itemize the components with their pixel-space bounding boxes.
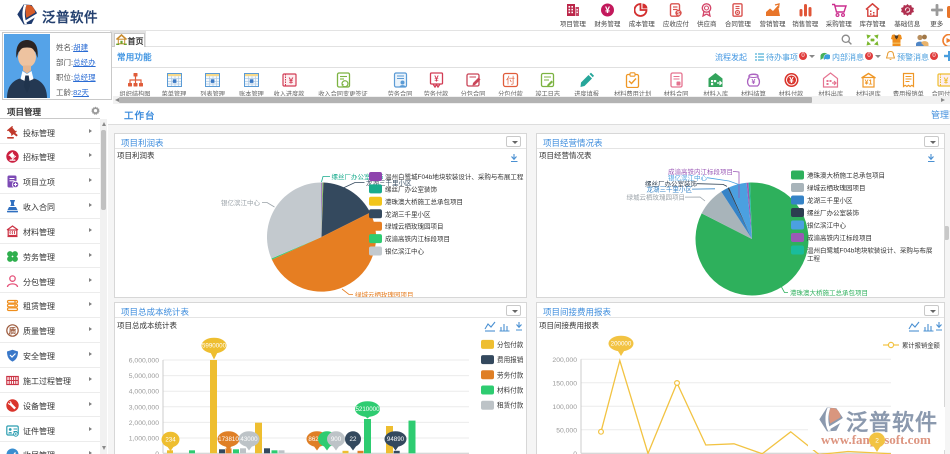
svg-text:龙湖三千里小区: 龙湖三千里小区 — [366, 178, 412, 187]
svg-text:22: 22 — [350, 436, 357, 443]
svg-text:0: 0 — [573, 451, 577, 454]
svg-text:94890: 94890 — [387, 436, 405, 443]
svg-text:银亿滨江中心: 银亿滨江中心 — [385, 247, 425, 256]
svg-text:项目间接费用报表: 项目间接费用报表 — [539, 320, 599, 330]
svg-text:¥: ¥ — [943, 75, 948, 85]
svg-text:分包付款: 分包付款 — [497, 340, 524, 349]
svg-text:港珠澳大桥施工总承包项目: 港珠澳大桥施工总承包项目 — [807, 171, 885, 180]
svg-text:234: 234 — [165, 437, 176, 444]
svg-text:项目利润表: 项目利润表 — [117, 150, 155, 160]
svg-text:累计报销金额: 累计报销金额 — [902, 341, 940, 350]
svg-text:成渝高铁内江标段项目: 成渝高铁内江标段项目 — [385, 234, 450, 243]
svg-text:温州白鹭城F04b地块软装设计、采购与布展: 温州白鹭城F04b地块软装设计、采购与布展 — [807, 246, 933, 255]
svg-text:劳务付款: 劳务付款 — [497, 370, 524, 379]
svg-text:绿城云栖玫瑰园项目: 绿城云栖玫瑰园项目 — [385, 222, 444, 231]
svg-text:绿城云栖玫瑰园项目: 绿城云栖玫瑰园项目 — [355, 290, 414, 297]
svg-text:¥: ¥ — [789, 76, 794, 85]
svg-text:龙湖三千里小区: 龙湖三千里小区 — [807, 196, 853, 205]
svg-text:费用报销: 费用报销 — [497, 355, 524, 364]
svg-text:¥: ¥ — [751, 79, 755, 86]
svg-text:港珠澳大桥施工总承包项目: 港珠澳大桥施工总承包项目 — [385, 197, 463, 206]
svg-text:缧丝厂办公室装饰: 缧丝厂办公室装饰 — [385, 184, 438, 193]
svg-text:港珠澳大桥施工总承包项目: 港珠澳大桥施工总承包项目 — [790, 288, 868, 297]
svg-text:150,000: 150,000 — [552, 380, 577, 387]
svg-text:质: 质 — [9, 325, 17, 335]
svg-text:龙湖三千里小区: 龙湖三千里小区 — [385, 209, 431, 218]
svg-text:工程: 工程 — [807, 254, 821, 263]
svg-text:3,000,000: 3,000,000 — [129, 404, 159, 411]
svg-text:温州白鹭城F04b地块软装设计、采购与布展工程: 温州白鹭城F04b地块软装设计、采购与布展工程 — [385, 172, 524, 181]
svg-text:¥: ¥ — [434, 74, 439, 83]
svg-text:200,000: 200,000 — [552, 357, 577, 364]
svg-text:龙湖三千里小区: 龙湖三千里小区 — [647, 185, 693, 194]
svg-text:173810: 173810 — [218, 436, 239, 443]
svg-text:成渝高铁内江标段项目: 成渝高铁内江标段项目 — [668, 167, 733, 176]
svg-text:绿城云栖玫瑰园项目: 绿城云栖玫瑰园项目 — [807, 183, 866, 192]
svg-text:付: 付 — [506, 75, 515, 85]
svg-text:¥: ¥ — [288, 75, 293, 85]
svg-text:银亿滨江中心: 银亿滨江中心 — [807, 221, 847, 230]
svg-text:材料付款: 材料付款 — [497, 386, 524, 395]
svg-text:200000: 200000 — [611, 341, 632, 348]
svg-text:4,000,000: 4,000,000 — [129, 389, 159, 396]
svg-text:银亿滨江中心: 银亿滨江中心 — [221, 198, 261, 207]
svg-text:5990000: 5990000 — [202, 343, 227, 350]
svg-text:0: 0 — [155, 451, 159, 454]
svg-text:缧丝厂办公室装饰: 缧丝厂办公室装饰 — [332, 172, 385, 181]
svg-text:租赁付款: 租赁付款 — [497, 401, 524, 410]
svg-text:¥1: ¥1 — [864, 79, 872, 86]
svg-text:缧丝厂办公室装饰: 缧丝厂办公室装饰 — [645, 179, 698, 188]
svg-text:¥: ¥ — [605, 5, 610, 15]
svg-text:100,000: 100,000 — [552, 404, 577, 411]
svg-text:成渝高铁内江标段项目: 成渝高铁内江标段项目 — [807, 233, 872, 242]
svg-text:$: $ — [677, 11, 680, 17]
svg-text:86220: 86220 — [308, 436, 326, 443]
svg-text:2: 2 — [875, 438, 879, 445]
svg-text:900: 900 — [331, 436, 342, 443]
svg-text:项目经营情况表: 项目经营情况表 — [539, 150, 592, 160]
svg-text:5210000: 5210000 — [355, 406, 380, 413]
svg-text:50,000: 50,000 — [556, 427, 577, 434]
svg-text:银亿滨江中心: 银亿滨江中心 — [668, 173, 708, 182]
svg-text:项目总成本统计表: 项目总成本统计表 — [117, 320, 177, 330]
svg-text:43000: 43000 — [240, 436, 258, 443]
svg-text:1,000,000: 1,000,000 — [129, 436, 159, 443]
svg-text:缧丝厂办公室装饰: 缧丝厂办公室装饰 — [807, 208, 860, 217]
svg-text:绿城云栖玫瑰园项目: 绿城云栖玫瑰园项目 — [627, 193, 686, 202]
svg-text:5,000,000: 5,000,000 — [129, 373, 159, 380]
svg-text:6,000,000: 6,000,000 — [129, 358, 159, 365]
svg-text:2,000,000: 2,000,000 — [129, 420, 159, 427]
